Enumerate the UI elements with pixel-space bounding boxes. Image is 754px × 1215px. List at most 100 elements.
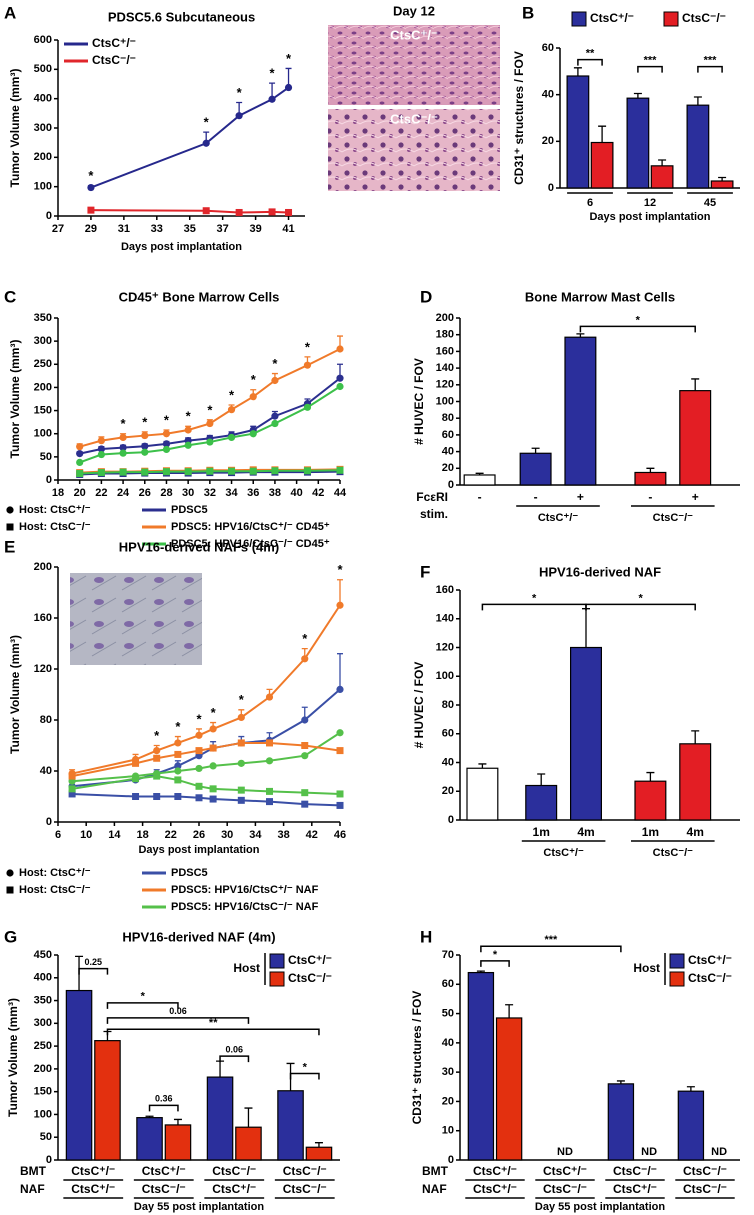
error-bar — [691, 378, 700, 391]
series-line — [79, 469, 341, 475]
marker — [249, 467, 257, 475]
y-axis-label: Tumor Volume (mm³) — [8, 69, 22, 188]
error-bar — [244, 1107, 253, 1128]
series-line — [79, 470, 341, 476]
bracket-label: * — [303, 1061, 308, 1073]
y-tick-label: 180 — [436, 329, 454, 341]
legend-label: CtsC⁻/⁻ — [288, 971, 332, 985]
y-tick-label: 40 — [542, 89, 554, 101]
bracket-label: 0.36 — [155, 1094, 173, 1104]
marker — [202, 139, 210, 147]
marker — [76, 458, 84, 467]
group-label: CtsC⁺/⁻ — [543, 847, 584, 859]
bar — [525, 784, 558, 821]
panel-letter: E — [4, 537, 15, 556]
error-bar — [646, 771, 655, 782]
row-value: CtsC⁺/⁻ — [543, 1164, 587, 1178]
significance: * — [239, 692, 245, 707]
bar — [634, 780, 667, 821]
bar — [467, 971, 495, 1161]
not-detected: ND — [711, 1146, 727, 1158]
panel-letter: A — [4, 3, 16, 22]
y-axis-label: CD31⁺ structures / FOV — [410, 991, 424, 1125]
y-axis-label: Tumor Volume (mm³) — [8, 340, 22, 459]
x-tick-label: 6 — [587, 197, 593, 209]
y-tick-label: 160 — [436, 584, 454, 596]
panel-letter: B — [522, 3, 534, 22]
marker — [209, 725, 217, 733]
significance: * — [286, 51, 292, 66]
error-bar — [646, 467, 655, 473]
bar — [566, 75, 590, 189]
x-tick-label: 38 — [269, 487, 281, 499]
bar — [634, 471, 667, 486]
marker — [336, 466, 344, 474]
x-tick-label: 31 — [118, 223, 130, 235]
y-tick-label: 450 — [34, 949, 52, 961]
x-tick-label: 38 — [277, 829, 289, 841]
marker — [132, 775, 140, 783]
legend-label: PDSC5 — [171, 867, 208, 879]
x-tick-label: 41 — [282, 223, 294, 235]
y-tick-label: 100 — [436, 670, 454, 682]
x-tick-label: 6 — [55, 829, 61, 841]
y-tick-label: 200 — [34, 561, 52, 573]
bar — [235, 1126, 262, 1161]
y-tick-label: 60 — [442, 429, 454, 441]
x-tick-label: 30 — [221, 829, 233, 841]
y-tick-label: 0 — [46, 1154, 52, 1166]
marker — [266, 798, 273, 806]
y-axis-label: CD31⁺ structures / FOV — [512, 51, 526, 185]
legend-swatch — [663, 11, 679, 27]
legend-swatch — [669, 953, 685, 969]
marker — [237, 713, 245, 722]
marker — [301, 789, 309, 797]
marker — [6, 523, 14, 531]
significance: * — [337, 562, 343, 577]
x-tick-label: 22 — [165, 829, 177, 841]
bracket-label: *** — [704, 55, 718, 67]
marker — [76, 470, 84, 478]
x-tick-label: 26 — [139, 487, 151, 499]
bar — [466, 767, 499, 821]
bracket-label: * — [141, 991, 146, 1003]
bracket — [579, 325, 696, 333]
marker — [132, 759, 140, 767]
y-tick-label: 0 — [46, 210, 52, 222]
marker — [184, 441, 192, 449]
x-tick-label: 34 — [249, 829, 262, 841]
y-tick-label: 80 — [442, 699, 454, 711]
y-tick-label: 140 — [436, 362, 454, 374]
y-tick-label: 300 — [34, 1017, 52, 1029]
error-bar — [478, 763, 487, 769]
x-tick-label: 20 — [74, 487, 86, 499]
marker — [174, 793, 182, 800]
panel-letter: G — [4, 927, 17, 946]
error-bar — [173, 1118, 182, 1125]
marker — [336, 374, 344, 382]
legend-label: CtsC⁻/⁻ — [682, 11, 726, 25]
row-label: FcεRI — [416, 490, 448, 504]
image-title: Day 12 — [393, 3, 435, 18]
row-value: CtsC⁻/⁻ — [283, 1164, 327, 1178]
significance: * — [229, 387, 235, 402]
marker — [162, 440, 171, 448]
bracket — [480, 960, 510, 967]
significance: * — [270, 66, 276, 81]
y-tick-label: 350 — [34, 994, 52, 1006]
bar — [164, 1124, 192, 1161]
series-line — [71, 741, 341, 778]
error-bar — [573, 67, 582, 76]
marker — [6, 886, 14, 894]
legend-label: PDSC5 — [171, 504, 208, 516]
x-tick-label: 40 — [290, 487, 302, 499]
x-axis-label: Days post implantation — [121, 241, 242, 253]
significance: * — [186, 409, 192, 424]
error-bar — [686, 1086, 695, 1092]
row-label: stim. — [420, 507, 448, 521]
bar-sublabel: 4m — [687, 825, 704, 839]
y-tick-label: 200 — [436, 312, 454, 324]
y-tick-label: 40 — [442, 756, 454, 768]
marker — [97, 445, 105, 453]
